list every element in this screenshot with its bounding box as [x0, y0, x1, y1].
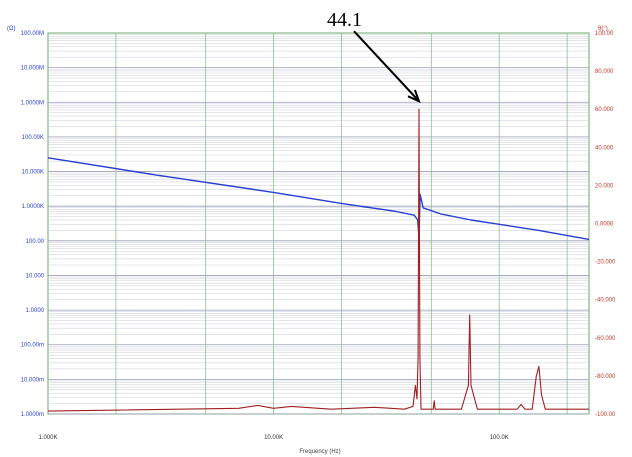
- annotation-label: 44.1: [327, 9, 362, 31]
- left-tick-label: 100.00M: [21, 31, 44, 37]
- left-tick-label: 100.00K: [22, 135, 44, 141]
- plot-background: [47, 32, 590, 415]
- left-axis-unit: (Ω): [7, 26, 15, 32]
- right-tick-label: -80.000: [595, 374, 616, 380]
- annotation-arrow: [353, 30, 420, 102]
- grid: [48, 33, 589, 415]
- left-tick-label: 10.000m: [21, 377, 44, 383]
- right-tick-label: 100.00: [595, 31, 614, 37]
- left-tick-label: 1.0000: [26, 308, 45, 314]
- left-tick-label: 10.000M: [21, 66, 44, 72]
- left-axis-ticks: 100.00M 10.000M 1.0000M 100.00K 10.000K 1.000…: [21, 31, 45, 418]
- x-axis-ticks: 1.000K 10.00K 100.0K: [38, 435, 508, 441]
- right-tick-label: 20.000: [595, 183, 614, 189]
- left-tick-label: 100.00: [26, 239, 45, 245]
- x-tick-label: 1.000K: [38, 435, 57, 441]
- right-tick-label: -60.000: [595, 336, 616, 342]
- right-tick-label: -100.00: [595, 412, 616, 418]
- right-tick-label: 60.000: [595, 107, 614, 113]
- right-tick-label: -40.000: [595, 298, 616, 304]
- x-tick-label: 100.0K: [490, 435, 509, 441]
- left-tick-label: 100.00m: [21, 343, 44, 349]
- series-layer: [47, 108, 590, 412]
- right-tick-label: 40.000: [595, 145, 614, 151]
- phase-series-line: [47, 108, 589, 412]
- right-tick-label: -20.000: [595, 260, 616, 266]
- left-tick-label: 1.0000m: [21, 412, 44, 418]
- right-axis-unit: θ(°): [598, 26, 608, 32]
- left-tick-label: 10.000K: [22, 170, 44, 176]
- right-tick-label: 80.000: [595, 69, 614, 75]
- annotation-arrowhead: [407, 89, 421, 104]
- left-tick-label: 1.0000M: [21, 100, 44, 106]
- left-tick-label: 10.000: [26, 273, 45, 279]
- right-axis-ticks: 100.00 80.000 60.000 40.000 20.000 0.0000 -20.…: [595, 31, 616, 418]
- x-axis-label: Frequency (Hz): [299, 449, 340, 455]
- right-tick-label: 0.0000: [595, 222, 614, 228]
- annotation-layer: 44.1: [327, 9, 421, 104]
- left-tick-label: 1.0000K: [22, 204, 44, 210]
- x-tick-label: 10.00K: [264, 435, 283, 441]
